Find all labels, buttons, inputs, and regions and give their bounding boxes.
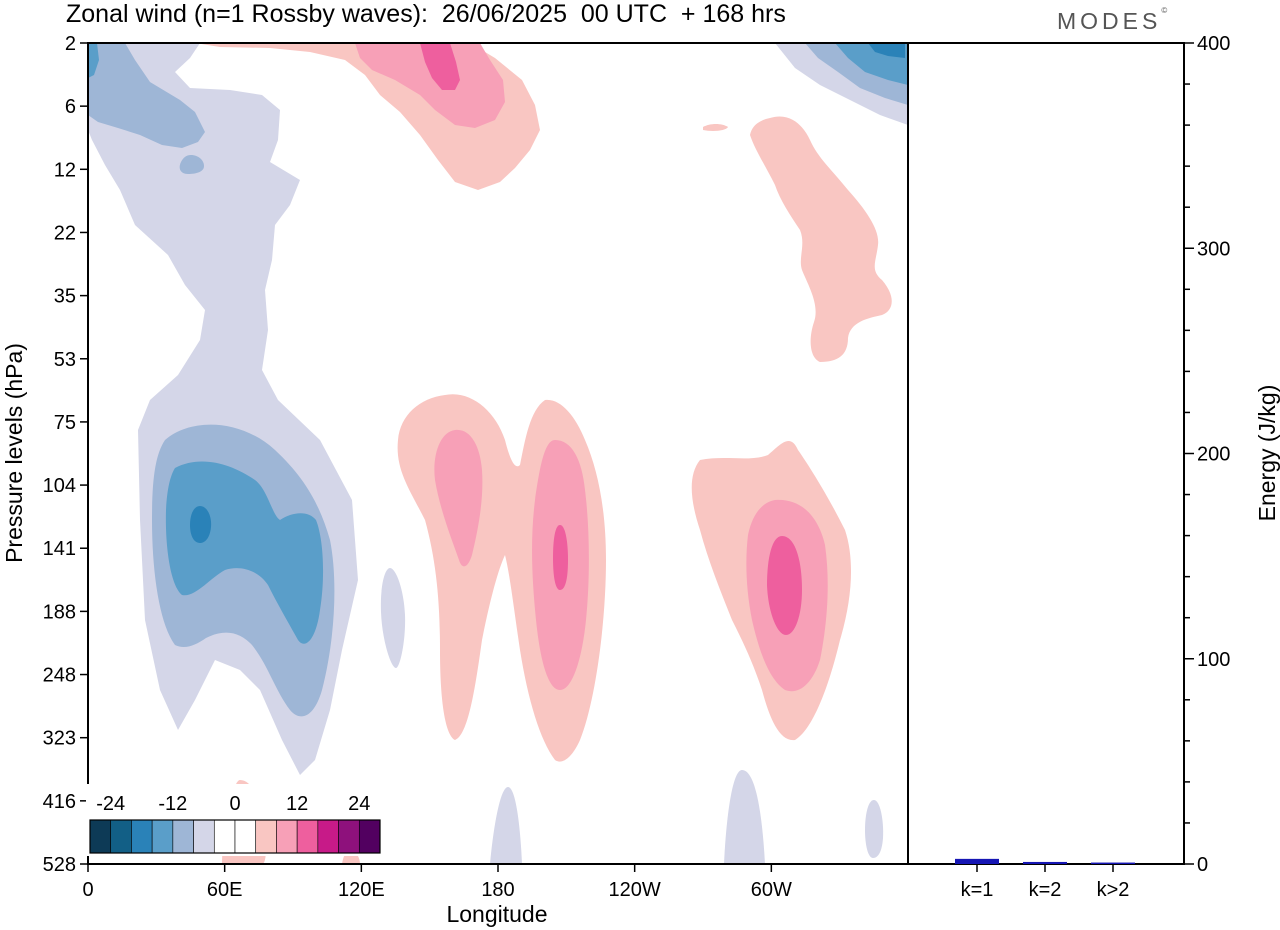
colorbar-label: 12 (286, 793, 308, 815)
colorbar-label: 24 (348, 793, 370, 815)
y-tick-label: 188 (43, 601, 76, 623)
energy-bar (1023, 861, 1067, 864)
colorbar-cell (131, 819, 153, 854)
positive-contour-8-dateline-west (434, 429, 483, 567)
colorbar-frame (89, 819, 381, 854)
colorbar-cell (213, 819, 236, 854)
y-tick-label: 2 (65, 33, 76, 55)
x-axis-title: Longitude (446, 901, 547, 927)
energy-category-label: k>2 (1097, 879, 1130, 901)
energy-bar (1091, 862, 1135, 864)
negative-contour-16-east (868, 43, 905, 58)
x-tick-label: 120E (338, 879, 385, 901)
energy-tick-label: 0 (1197, 854, 1208, 876)
y-axis-title: Pressure levels (hPa) (1, 343, 27, 563)
positive-contour-4-upper-east (750, 116, 892, 363)
y-axis-ticks: 2 6 12 22 35 53 75 104 141 188 248 323 416 528 (43, 33, 88, 876)
positive-contour-8-upper (355, 43, 505, 128)
colorbar-cell (89, 819, 112, 854)
colorbar-label: -12 (158, 793, 187, 815)
brand-mark: © (1161, 6, 1168, 15)
x-tick-label: 60E (207, 879, 243, 901)
positive-contour-12-east (767, 536, 802, 635)
energy-tick-label: 100 (1197, 649, 1230, 671)
colorbar-cell (317, 819, 339, 854)
negative-contour-4-surface-1 (490, 787, 522, 864)
colorbar-label: 0 (229, 793, 240, 815)
negative-contour-16-core (190, 506, 212, 543)
colorbar-cell (255, 819, 277, 854)
colorbar-cell (358, 819, 381, 854)
chart-title: Zonal wind (n=1 Rossby waves): 26/06/202… (66, 0, 786, 28)
energy-bars: k=1 k=2 k>2 (955, 858, 1135, 901)
colorbar-cell (151, 819, 174, 854)
x-tick-label: 180 (481, 879, 514, 901)
negative-contour-8-west-isolated (179, 155, 204, 174)
y-tick-label: 528 (43, 854, 76, 876)
brand-name: MODES (1057, 8, 1162, 34)
x-tick-label: 0 (82, 879, 93, 901)
positive-contour-12-dateline (553, 525, 568, 590)
energy-frame (907, 42, 1185, 865)
x-tick-label: 60W (751, 879, 792, 901)
negative-contour-4-surface-2 (724, 770, 765, 864)
y-tick-label: 104 (43, 475, 76, 497)
energy-tick-label: 400 (1197, 33, 1230, 55)
negative-contour-4-surface-3 (865, 800, 884, 858)
positive-contour-12-upper (420, 43, 460, 90)
colorbar-cell (296, 819, 319, 854)
x-axis-ticks: 0 60E 120E 180 120W 60W (82, 864, 792, 901)
colorbar-cell (338, 819, 360, 854)
colorbar: -24 -12 0 12 24 (86, 784, 384, 856)
y-tick-label: 416 (43, 791, 76, 813)
colorbar-cell (110, 819, 132, 854)
colorbar-cell (276, 819, 298, 854)
y-tick-label: 248 (43, 665, 76, 687)
colorbar-labels: -24 -12 0 12 24 (96, 793, 370, 815)
y-tick-label: 6 (65, 96, 76, 118)
y-tick-label: 323 (43, 728, 76, 750)
colorbar-cell (234, 819, 257, 854)
energy-axis-title: Energy (J/kg) (1254, 385, 1280, 522)
negative-contour-12-main (165, 461, 324, 644)
y-tick-label: 141 (43, 538, 76, 560)
y-tick-label: 12 (54, 159, 76, 181)
energy-tick-label: 200 (1197, 444, 1230, 466)
colorbar-cells (89, 819, 381, 854)
brand-logo: MODES© (1057, 6, 1168, 35)
colorbar-cell (172, 819, 194, 854)
y-tick-label: 35 (54, 286, 76, 308)
colorbar-cell (193, 819, 215, 854)
x-tick-label: 120W (609, 879, 661, 901)
y-tick-label: 53 (54, 349, 76, 371)
negative-contour-4-isolated (380, 568, 406, 668)
y-tick-label: 22 (54, 222, 76, 244)
positive-contour-4-small (703, 124, 728, 131)
colorbar-label: -24 (96, 793, 125, 815)
negative-contour-12-west-top (88, 43, 99, 78)
energy-bar (955, 858, 999, 864)
energy-category-label: k=2 (1029, 879, 1062, 901)
heatmap-field (88, 43, 908, 864)
energy-tick-label: 300 (1197, 238, 1230, 260)
negative-contour-8-west-upper (88, 43, 205, 148)
y-tick-label: 75 (54, 412, 76, 434)
energy-category-label: k=1 (961, 879, 994, 901)
energy-axis-ticks: 0 100 200 300 400 (1184, 33, 1230, 876)
